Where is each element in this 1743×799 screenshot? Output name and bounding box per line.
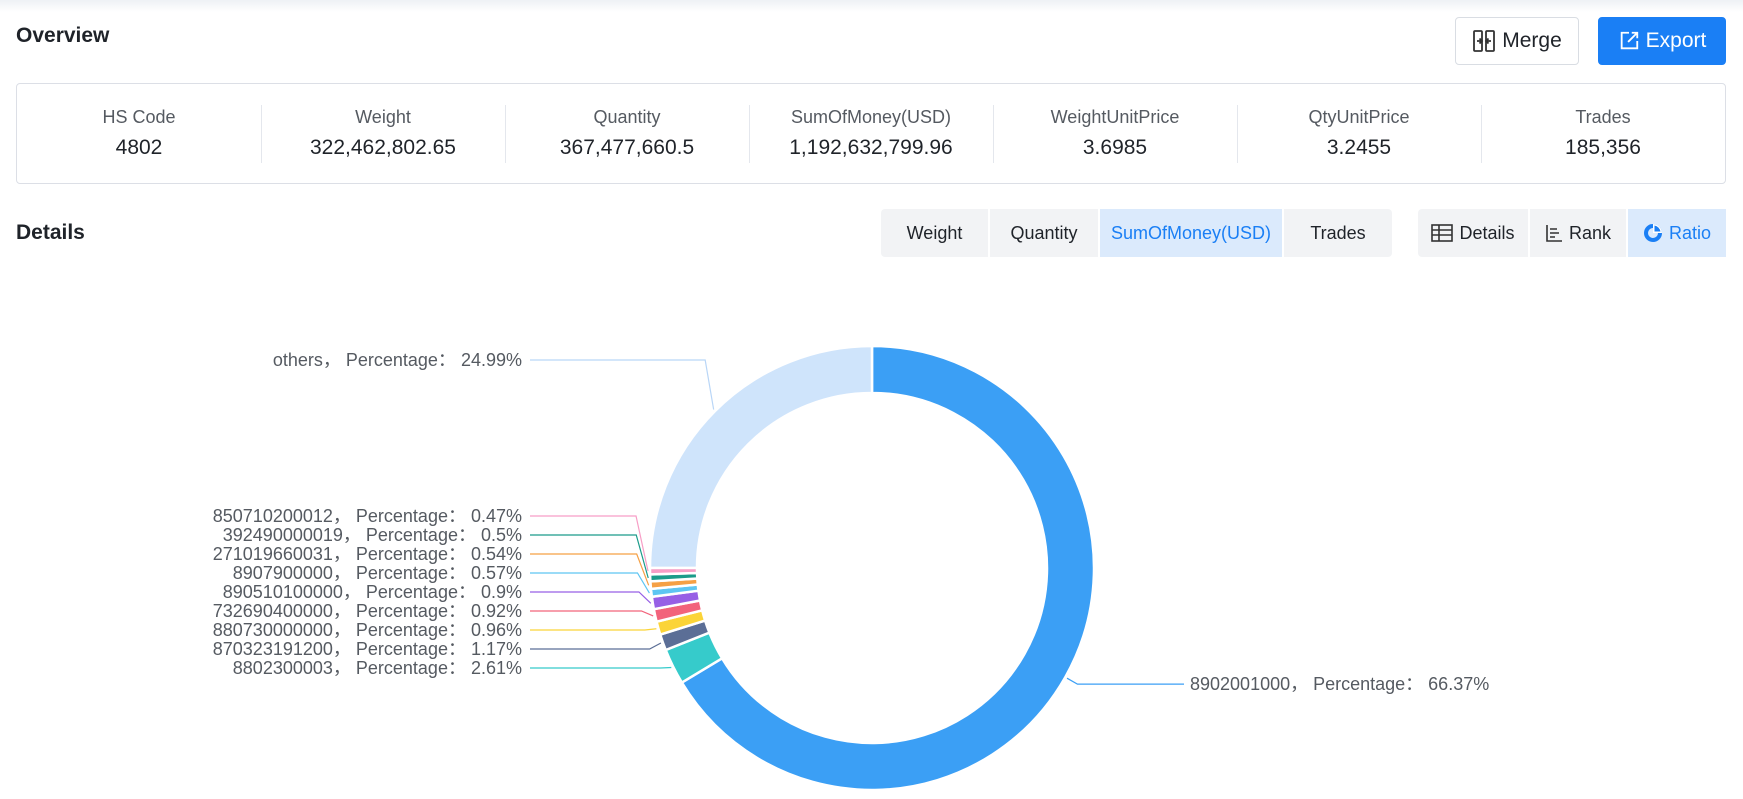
label-line-392490000019	[530, 534, 649, 579]
tab-ratio[interactable]: Ratio	[1628, 209, 1726, 257]
label-line-890510100000	[530, 591, 652, 604]
slice-others[interactable]	[648, 344, 874, 570]
tab-rank-label: Rank	[1568, 222, 1612, 243]
slice-label-8907900000: 8907900000， Percentage： 0.57%	[233, 563, 522, 583]
stat-label: Weight	[355, 106, 411, 127]
stat-value: 367,477,660.5	[559, 135, 695, 159]
label-line-271019660031	[530, 553, 650, 586]
stat-label: Quantity	[593, 106, 661, 127]
label-line-8802300003	[530, 666, 672, 669]
stat-value: 3.2455	[1326, 135, 1392, 159]
slice-8902001000[interactable]	[680, 344, 1096, 792]
tab-details-label: Details	[1459, 222, 1515, 243]
export-label: Export	[1645, 29, 1707, 52]
slice-label-870323191200: 870323191200， Percentage： 1.17%	[213, 639, 522, 659]
label-line-870323191200	[530, 642, 662, 650]
label-line-others	[530, 359, 715, 410]
stat-value: 4802	[115, 135, 163, 159]
stat-sum-of-money: SumOfMoney(USD) 1,192,632,799.96	[749, 104, 993, 163]
label-line-8902001000	[1066, 677, 1184, 685]
merge-icon	[1473, 30, 1496, 52]
slice-label-8902001000: 8902001000， Percentage： 66.37%	[1190, 674, 1489, 694]
overview-title: Overview	[16, 24, 110, 47]
slice-label-850710200012: 850710200012， Percentage： 0.47%	[213, 506, 522, 526]
stat-value: 3.6985	[1082, 135, 1148, 159]
metric-tabs: Weight Quantity SumOfMoney(USD) Trades	[881, 209, 1392, 257]
stat-label: SumOfMoney(USD)	[790, 106, 952, 127]
label-line-880730000000	[530, 628, 657, 631]
ratio-donut-chart: 8902001000， Percentage： 66.37% others， Pe…	[213, 344, 1489, 792]
slice-label-392490000019: 392490000019， Percentage： 0.5%	[223, 525, 522, 545]
slice-label-8802300003: 8802300003， Percentage： 2.61%	[233, 658, 522, 678]
merge-label: Merge	[1502, 29, 1562, 52]
rank-icon	[1546, 225, 1562, 242]
table-icon	[1431, 224, 1454, 242]
tab-rank[interactable]: Rank	[1530, 209, 1628, 257]
stat-label: HS Code	[102, 106, 176, 127]
label-line-8907900000	[530, 572, 650, 594]
stats-bar: HS Code 4802 Weight 322,462,802.65 Quant…	[16, 83, 1726, 184]
stat-value: 322,462,802.65	[310, 135, 456, 159]
stat-label: Trades	[1575, 106, 1631, 127]
slice-label-880730000000: 880730000000， Percentage： 0.96%	[213, 620, 522, 640]
stat-value: 1,192,632,799.96	[789, 135, 953, 159]
tab-weight[interactable]: Weight	[881, 209, 990, 257]
stat-trades: Trades 185,356	[1481, 104, 1725, 163]
view-tabs: Details Rank Ratio	[1418, 209, 1726, 257]
pie-icon	[1643, 224, 1662, 242]
stat-weight: Weight 322,462,802.65	[261, 104, 505, 163]
tab-sum-of-money[interactable]: SumOfMoney(USD)	[1100, 209, 1284, 257]
tab-details[interactable]: Details	[1418, 209, 1530, 257]
top-shadow	[0, 0, 1743, 12]
details-title: Details	[16, 221, 85, 244]
tab-ratio-label: Ratio	[1668, 222, 1712, 243]
label-line-732690400000	[530, 610, 654, 617]
stat-quantity: Quantity 367,477,660.5	[505, 104, 749, 163]
slice-label-others: others， Percentage： 24.99%	[273, 350, 522, 370]
label-line-850710200012	[530, 515, 649, 572]
tab-trades[interactable]: Trades	[1310, 222, 1366, 243]
stat-label: WeightUnitPrice	[1050, 106, 1180, 127]
export-icon	[1620, 31, 1638, 50]
merge-button[interactable]: Merge	[1455, 17, 1579, 65]
slice-label-890510100000: 890510100000， Percentage： 0.9%	[223, 582, 522, 602]
stat-label: QtyUnitPrice	[1308, 106, 1410, 127]
tab-quantity[interactable]: Quantity	[990, 209, 1100, 257]
stat-value: 185,356	[1565, 135, 1641, 159]
slice-label-271019660031: 271019660031， Percentage： 0.54%	[213, 544, 522, 564]
stat-weight-unit-price: WeightUnitPrice 3.6985	[993, 104, 1237, 163]
stat-qty-unit-price: QtyUnitPrice 3.2455	[1237, 104, 1481, 163]
export-button[interactable]: Export	[1598, 17, 1726, 65]
stat-hs-code: HS Code 4802	[17, 105, 261, 163]
slice-label-732690400000: 732690400000， Percentage： 0.92%	[213, 601, 522, 621]
